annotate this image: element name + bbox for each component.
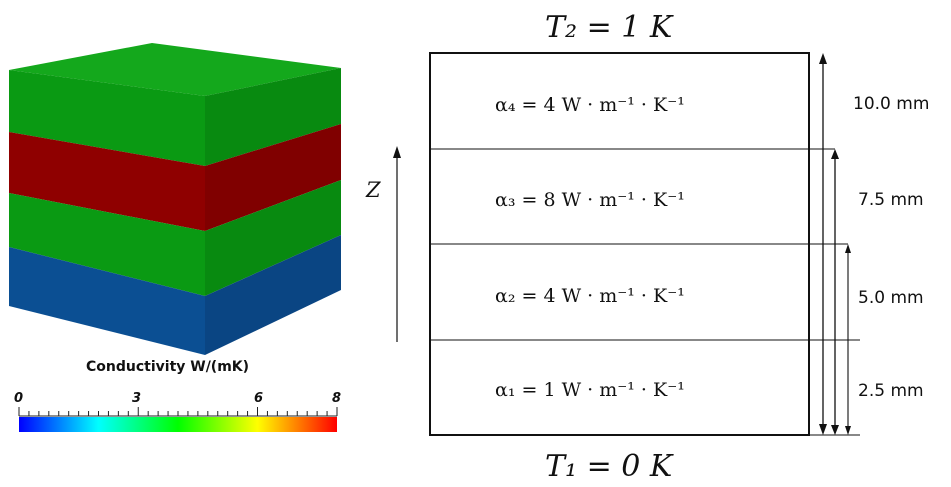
colorbar-tick-label-8: 8 (332, 391, 341, 406)
colorbar-tick-label-6: 6 (254, 391, 263, 406)
layer-2-conductivity-label: α₂ = 4 W · m⁻¹ · K⁻¹ (495, 285, 685, 307)
height-label-2-5mm: 2.5 mm (858, 381, 924, 401)
height-label-7-5mm: 7.5 mm (858, 190, 924, 210)
cube-layer-3-right-face (205, 124, 341, 231)
bottom-temperature-label: T₁ = 0 K (545, 449, 674, 484)
cube-layer-1-right-face (205, 235, 341, 355)
height-label-10mm: 10.0 mm (853, 94, 929, 114)
layer-4-conductivity-label: α₄ = 4 W · m⁻¹ · K⁻¹ (495, 94, 685, 116)
cube-layer-2-left-face (9, 193, 205, 296)
top-temperature-label: T₂ = 1 K (545, 10, 674, 45)
colorbar-tick-label-0: 0 (14, 391, 23, 406)
height-label-5mm: 5.0 mm (858, 288, 924, 308)
z-axis-label: Z (365, 178, 381, 202)
cube-layer-4-right-face (205, 68, 341, 166)
cube-layer-4-left-face (9, 70, 205, 166)
colorbar-title: Conductivity W/(mK) (86, 359, 249, 375)
colorbar-ticks (18, 407, 338, 416)
colorbar-gradient (19, 417, 337, 432)
cube-top-face (9, 43, 341, 96)
dimension-arrow-7-5mm (831, 149, 839, 435)
colorbar: Conductivity W/(mK) 0 3 6 8 (14, 359, 341, 432)
cube-layer-3-left-face (9, 132, 205, 231)
z-axis-arrowhead (393, 146, 401, 158)
dimension-arrow-10mm (819, 53, 827, 435)
cube-layer-2-right-face (205, 180, 341, 296)
layered-cube (9, 43, 341, 355)
layer-1-conductivity-label: α₁ = 1 W · m⁻¹ · K⁻¹ (495, 379, 685, 401)
layer-3-conductivity-label: α₃ = 8 W · m⁻¹ · K⁻¹ (495, 189, 685, 211)
colorbar-tick-label-3: 3 (132, 391, 141, 406)
cube-layer-1-left-face (9, 247, 205, 355)
dimension-arrow-5mm (845, 244, 851, 435)
layer-schematic: T₂ = 1 K α₄ = 4 W · m⁻¹ · K⁻¹ α₃ = 8 W ·… (365, 10, 929, 484)
